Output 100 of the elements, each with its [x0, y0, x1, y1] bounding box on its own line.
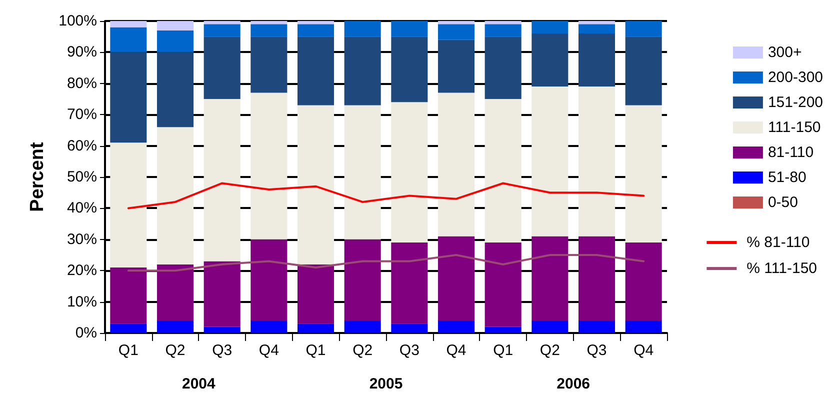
bar: [532, 236, 568, 321]
y-tick-label: 10%: [66, 293, 97, 310]
line-series: [127, 254, 645, 272]
bar: [156, 264, 194, 321]
x-tick-label: Q2: [540, 342, 560, 359]
bar: [110, 267, 147, 324]
bar: [484, 99, 522, 243]
x-tick-label: Q4: [446, 342, 466, 359]
text: 2006: [556, 376, 590, 392]
bar: [484, 24, 522, 37]
y-tick-label: 100%: [58, 12, 97, 30]
bar: [110, 52, 147, 143]
bar: [532, 86, 568, 236]
bar: [110, 324, 147, 333]
bar: [438, 320, 475, 333]
bar: [578, 24, 616, 34]
legend-label: % 81-110: [746, 234, 810, 251]
y-tick-label: 70%: [66, 106, 97, 124]
text: 2005: [369, 376, 403, 392]
bar: [250, 21, 288, 24]
x-tick-label: Q4: [258, 342, 279, 359]
bar: [204, 326, 240, 333]
x-tick-label: Q4: [634, 342, 654, 359]
bar: [484, 242, 522, 327]
bar: [344, 21, 381, 37]
bar: [484, 326, 522, 333]
bar: [250, 36, 288, 93]
x-tick-label: Q3: [399, 342, 420, 359]
bar: [110, 142, 147, 268]
bar: [204, 24, 240, 37]
bar: [156, 30, 194, 52]
bar: [204, 21, 240, 24]
bar: [297, 24, 334, 37]
y-tick-label: 80%: [66, 74, 97, 92]
bar: [532, 320, 568, 333]
bar: [438, 236, 475, 321]
bar: [297, 36, 334, 106]
bar: [438, 24, 475, 40]
bar: [391, 324, 428, 333]
legend-label: 51-80: [768, 169, 806, 186]
bar: [625, 242, 662, 321]
bar: [438, 21, 475, 24]
bar: [625, 105, 662, 243]
bar: [344, 239, 381, 321]
bar: [110, 21, 147, 28]
bar: [344, 36, 381, 106]
bar: [578, 33, 616, 87]
y-tick-label: 20%: [66, 262, 97, 280]
y-tick-label: 40%: [66, 200, 97, 217]
bar: [532, 33, 568, 87]
y-tick-label: 50%: [66, 168, 97, 186]
x-tick-label: Q1: [493, 342, 514, 359]
bar: [250, 24, 288, 37]
bar: [297, 324, 334, 333]
legend-label: 0-50: [768, 194, 798, 211]
bar: [204, 261, 240, 327]
bar: [204, 99, 240, 262]
legend-label: 151-200: [768, 94, 824, 111]
y-tick-label: 90%: [66, 44, 97, 61]
bar: [250, 92, 288, 240]
bar: [110, 27, 147, 52]
x-tick-label: Q3: [586, 342, 607, 359]
bar: [625, 320, 662, 333]
bar: [156, 320, 194, 333]
x-tick-label: Q2: [165, 342, 186, 359]
bar: [484, 21, 522, 24]
legend-label: 300+: [768, 44, 802, 61]
bar: [484, 36, 522, 99]
bar: [297, 105, 334, 264]
bar: [344, 320, 381, 333]
text: 2004: [182, 376, 216, 392]
bar: [438, 40, 475, 93]
bar: [250, 239, 288, 321]
bar: [578, 21, 616, 24]
legend-label: 111-150: [768, 119, 821, 136]
bar: [578, 86, 616, 236]
bar: [438, 92, 475, 236]
y-tick-label: 0%: [75, 324, 97, 342]
bar: [391, 21, 428, 37]
bar: [391, 102, 428, 243]
bar: [578, 236, 616, 321]
bar: [250, 320, 288, 333]
x-tick-label: Q2: [352, 342, 373, 359]
line-series: [127, 182, 645, 210]
legend-label: % 111-150: [746, 260, 817, 277]
bar: [297, 264, 334, 324]
legend-label: 81-110: [768, 144, 814, 161]
bar: [297, 21, 334, 24]
bar: [391, 36, 428, 102]
y-axis-title: Percent: [27, 141, 48, 212]
bar: [625, 21, 662, 37]
bar: [204, 36, 240, 99]
bar: [156, 52, 194, 128]
bar: [156, 127, 194, 264]
legend-label: 200-300: [768, 69, 824, 86]
y-tick-label: 60%: [66, 137, 97, 154]
bar: [578, 320, 616, 333]
bar: [532, 21, 568, 34]
bar: [625, 36, 662, 106]
bar: [391, 242, 428, 324]
